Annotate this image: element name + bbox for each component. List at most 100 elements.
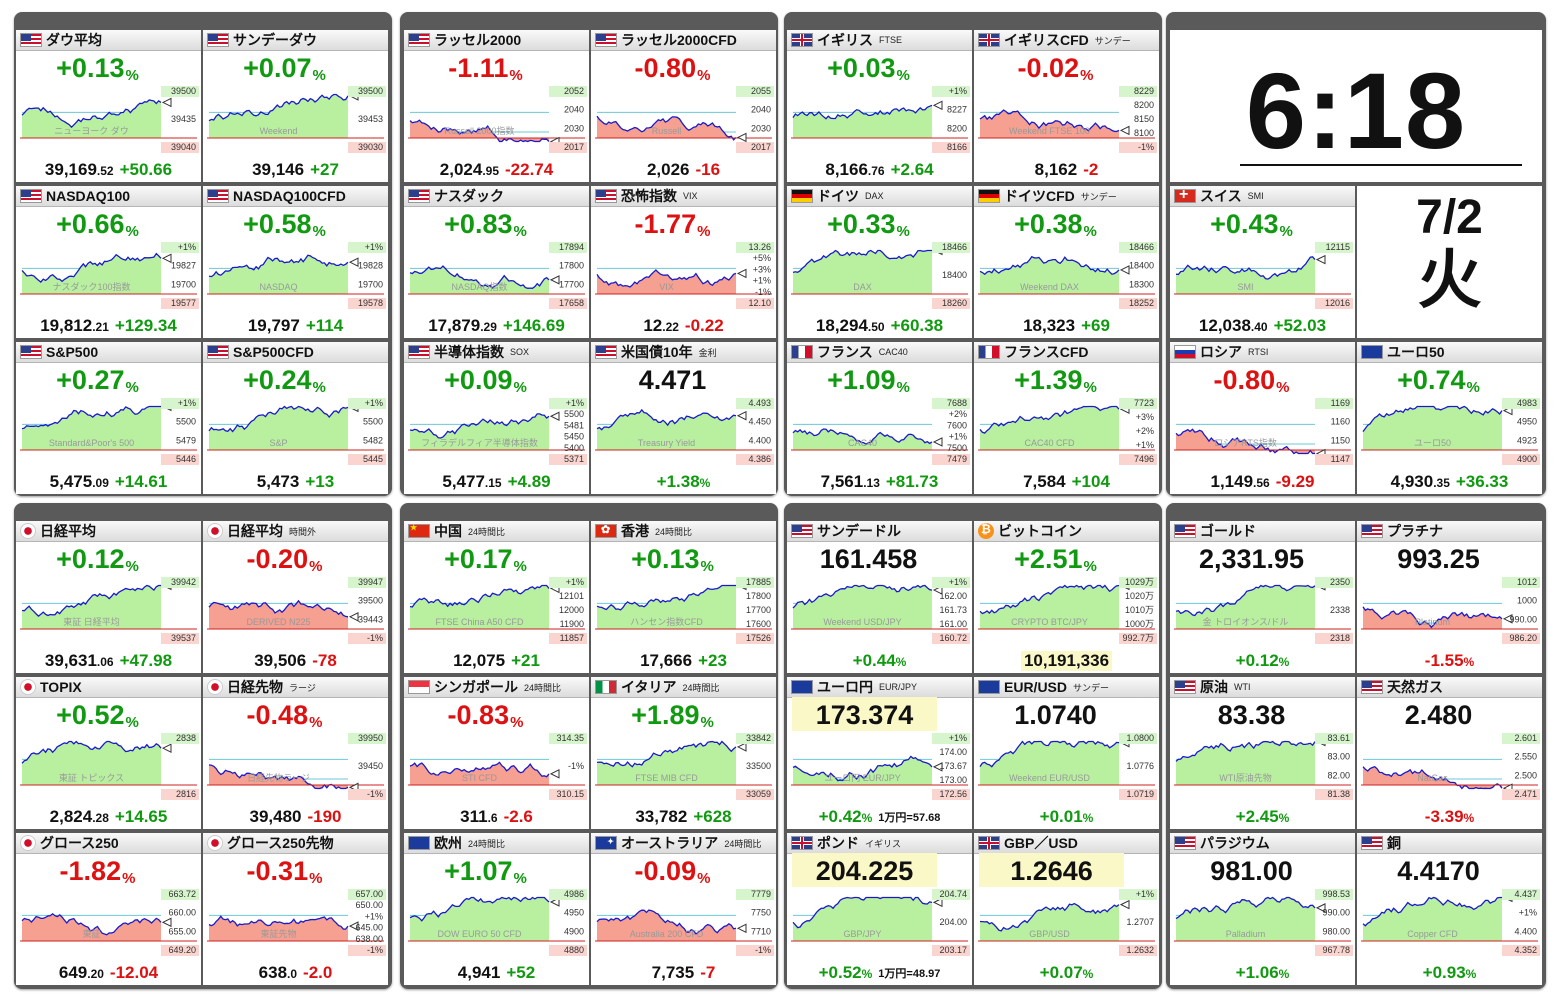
market-tile-topix[interactable]: TOPIX +0.52% 東証 トピックス 2838 2816 2,824.28 +14.6… — [16, 677, 201, 829]
market-tile-china[interactable]: 中国 24時間比 +0.17% FTSE China A50 CFD +1% 12101 1… — [404, 521, 589, 673]
change-percent: +0.43% — [1210, 209, 1293, 240]
axis-label: 17800 — [559, 261, 584, 271]
market-tile-hongkong[interactable]: 香港 24時間比 +0.13% ハンセン指数CFD 17885 17800 17700 176… — [591, 521, 776, 673]
market-tile-nasdaq100cfd[interactable]: NASDAQ100CFD +0.58% NASDAQ +1% 19828 19700 195… — [203, 186, 388, 338]
tile-footer: 4,941 +52 — [404, 961, 589, 985]
market-tile-eurusd[interactable]: EUR/USD サンデー 1.0740 Weekend EUR/USD 1.0800 1.… — [974, 677, 1159, 829]
change-percent: +0.13% — [631, 544, 714, 575]
market-tile-us10y[interactable]: 米国債10年 金利 4.471 Treasury Yield 4.493 4.450 4.4… — [591, 342, 776, 494]
axis-label: +2% — [1136, 426, 1154, 436]
market-tile-platinum[interactable]: プラチナ 993.25 Platinum 1012 1000 990.00 986.20 -1… — [1357, 521, 1542, 673]
market-tile-sp500cfd[interactable]: S&P500CFD +0.24% S&P +1% 5500 5482 5445 5,473 +1… — [203, 342, 388, 494]
axis-label: 39500 — [171, 86, 196, 96]
market-tile-russell2000[interactable]: ラッセル2000 -1.11% Russell 2000指数 2052 2040 2030… — [404, 30, 589, 182]
market-tile-nasdaq100[interactable]: NASDAQ100 +0.66% ナスダック100指数 +1% 19827 19700 19… — [16, 186, 201, 338]
tile-name: イギリスCFD — [1004, 32, 1089, 48]
axis-label: +5% — [753, 253, 771, 263]
axis-label: 4.493 — [748, 398, 771, 408]
change-value: +1.38% — [656, 472, 711, 491]
axis-label: 39500 — [358, 596, 383, 606]
market-tile-europe[interactable]: 欧州 24時間比 +1.07% DOW EURO 50 CFD 4986 4950 4900… — [404, 833, 589, 985]
axis-label: 12101 — [559, 591, 584, 601]
price-value: 1.2646 — [979, 853, 1124, 887]
market-tile-growth250-fut[interactable]: グロース250先物 -0.31% 東証先物 657.00 650.00 +1% 645.00… — [203, 833, 388, 985]
axis-label: 8150 — [1134, 114, 1154, 124]
chart-area — [980, 585, 1119, 629]
axis-label: 204.74 — [939, 889, 967, 899]
axis-label: +1% — [365, 242, 383, 252]
tile-footer: 17,666 +23 — [591, 649, 776, 673]
market-tile-russell2000cfd[interactable]: ラッセル2000CFD -0.80% Russell 2055 2040 2030 2017… — [591, 30, 776, 182]
market-tile-copper[interactable]: 銅 4.4170 Copper CFD 4.437 +1% 4.400 4.352 +0.93… — [1357, 833, 1542, 985]
market-tile-nikkei-ah[interactable]: 日経平均 時間外 -0.20% DERIVED N225 39947 39500 39443… — [203, 521, 388, 673]
axis-label: 18400 — [1129, 261, 1154, 271]
market-tile-natgas[interactable]: 天然ガス 2.480 NatGas 2.601 2.550 2.500 2.471 -3.39… — [1357, 677, 1542, 829]
market-tile-gold[interactable]: ゴールド 2,331.95 金 トロイオンス/ドル 2350 2338 2318 +0.12… — [1170, 521, 1355, 673]
axis-high-badge — [348, 86, 386, 97]
market-tile-ftse-cfd[interactable]: イギリスCFD サンデー -0.02% Weekend FTSE 100 8229 820… — [974, 30, 1159, 182]
axis-label: 4880 — [564, 945, 584, 955]
market-tile-sunday-usdjpy[interactable]: サンデードル 161.458 Weekend USD/JPY +1% 162.00 161… — [787, 521, 972, 673]
market-tile-nasdaq[interactable]: ナスダック +0.83% NASDAQ指数 17894 17800 17700 17658 1… — [404, 186, 589, 338]
market-tile-sunday-dow[interactable]: サンデーダウ +0.07% Weekend 39500 39453 39030 39,146… — [203, 30, 388, 182]
market-tile-nikkei-fut[interactable]: 日経先物 ラージ -0.48% 日経先物ラージ 39950 39450 -1% 39,480-… — [203, 677, 388, 829]
sparkline-chart: Standard&Poor's 500 +1% 5500 5479 5446 — [20, 398, 199, 465]
market-tile-nikkei[interactable]: 日経平均 +0.12% 東証 日経平均 39942 39537 39,631.06 +47.… — [16, 521, 201, 673]
current-marker-icon — [348, 611, 359, 622]
sparkline-chart: +1% 8227 8200 8166 — [791, 86, 970, 153]
market-tile-italy[interactable]: イタリア 24時間比 +1.89% FTSE MIB CFD 33842 33500 330… — [591, 677, 776, 829]
market-tile-sox[interactable]: 半導体指数 SOX +0.09% フィラデルフィア半導体指数 +1% 5500 5481 54… — [404, 342, 589, 494]
change-percent: -0.31% — [246, 856, 323, 887]
market-tile-dax-cfd[interactable]: ドイツCFD サンデー +0.38% Weekend DAX 18466 18400 183… — [974, 186, 1159, 338]
market-tile-vix[interactable]: 恐怖指数 VIX -1.77% VIX 13.26 +5% +3% +1% -1% 12.10 12… — [591, 186, 776, 338]
price-value: 39,169.52 — [44, 160, 114, 179]
price-value: 2,026 — [646, 160, 690, 179]
tile-footer: +1.38% — [591, 470, 776, 494]
sparkline-chart: Russell 2055 2040 2030 2017 — [595, 86, 774, 153]
axis-high-badge — [1315, 889, 1353, 900]
axis-label: 660.00 — [168, 908, 196, 918]
axis-label: 649.20 — [168, 945, 196, 955]
chart-area — [597, 270, 736, 294]
axis-label: 4983 — [1517, 398, 1537, 408]
market-tile-dow[interactable]: ダウ平均 +0.13% ニューヨーク ダウ 39500 39435 39040 39,169… — [16, 30, 201, 182]
market-tile-rtsi[interactable]: ロシア RTSI -0.80% ロシアRTS指数 1169 1160 1150 1147 1,1… — [1170, 342, 1355, 494]
market-tile-dax[interactable]: ドイツ DAX +0.33% DAX 18466 18400 18260 18,294.50 +… — [787, 186, 972, 338]
market-tile-singapore[interactable]: シンガポール 24時間比 -0.83% STI CFD 314.35 -1% 310.15 3… — [404, 677, 589, 829]
tile-name: ビットコイン — [998, 523, 1082, 539]
de-flag-icon — [791, 189, 813, 203]
chart-watermark: NatGas — [1417, 773, 1448, 783]
tile-footer: 33,782 +628 — [591, 805, 776, 829]
axis-label: 39950 — [358, 733, 383, 743]
axis-label: 1010万 — [1125, 605, 1154, 615]
market-tile-gbpjpy[interactable]: ポンド イギリス 204.225 GBP/JPY 204.74 204.00 203.17 +… — [787, 833, 972, 985]
market-tile-sp500[interactable]: S&P500 +0.27% Standard&Poor's 500 +1% 5500 54… — [16, 342, 201, 494]
market-tile-palladium[interactable]: パラジウム 981.00 Palladium 998.53 990.00 980.00 96… — [1170, 833, 1355, 985]
axis-label: 161.73 — [939, 605, 967, 615]
change-value: +21 — [511, 651, 540, 670]
market-tile-eurjpy[interactable]: ユーロ円 EUR/JPY 173.374 ユーロ円 EUR/JPY +1% 174.00 1… — [787, 677, 972, 829]
change-value: +2.64 — [890, 160, 934, 179]
market-tile-bitcoin[interactable]: ビットコイン +2.51% CRYPTO BTC/JPY 1029万 1020万 1010… — [974, 521, 1159, 673]
market-tile-growth250[interactable]: グロース250 -1.82% 東証 663.72 660.00 655.00 649.20 6… — [16, 833, 201, 985]
axis-label: 4.400 — [748, 435, 771, 445]
axis-label: 310.15 — [556, 789, 584, 799]
market-tile-gbpusd[interactable]: GBP／USD 1.2646 GBP/USD +1% 1.2707 1.2632 +0.07… — [974, 833, 1159, 985]
current-marker-icon — [161, 97, 172, 108]
axis-high-badge — [1315, 577, 1353, 588]
axis-label: 4923 — [1517, 435, 1537, 445]
tile-footer: 2,026 -16 — [591, 158, 776, 182]
chart-line — [596, 740, 737, 768]
axis-label: 998.53 — [1322, 889, 1350, 899]
market-tile-wti[interactable]: 原油 WTI 83.38 WTI原油先物 83.61 83.00 82.00 81.38 +2.… — [1170, 677, 1355, 829]
market-tile-australia[interactable]: オーストラリア 24時間比 -0.09% Australia 200 CFD 7779 7… — [591, 833, 776, 985]
market-tile-smi[interactable]: スイス SMI +0.43% SMI 12115 12016 12,038.40 +52.03 — [1170, 186, 1355, 338]
axis-label: 81.38 — [1327, 789, 1350, 799]
market-tile-cac40cfd[interactable]: フランスCFD +1.39% CAC40 CFD 7723 +3% +2% +1% 7496 7… — [974, 342, 1159, 494]
market-tile-ftse[interactable]: イギリス FTSE +0.03% +1% 8227 8200 8166 8,166.76 +2.… — [787, 30, 972, 182]
market-tile-cac40[interactable]: フランス CAC40 +1.09% CAC40 7688 +2% 7600 +1% 7500 74… — [787, 342, 972, 494]
tile-header: 恐怖指数 VIX — [591, 186, 776, 207]
market-tile-euro50[interactable]: ユーロ50 +0.74% ユーロ50 4983 4950 4923 4900 4,930.35… — [1357, 342, 1542, 494]
chart-line — [596, 909, 737, 935]
